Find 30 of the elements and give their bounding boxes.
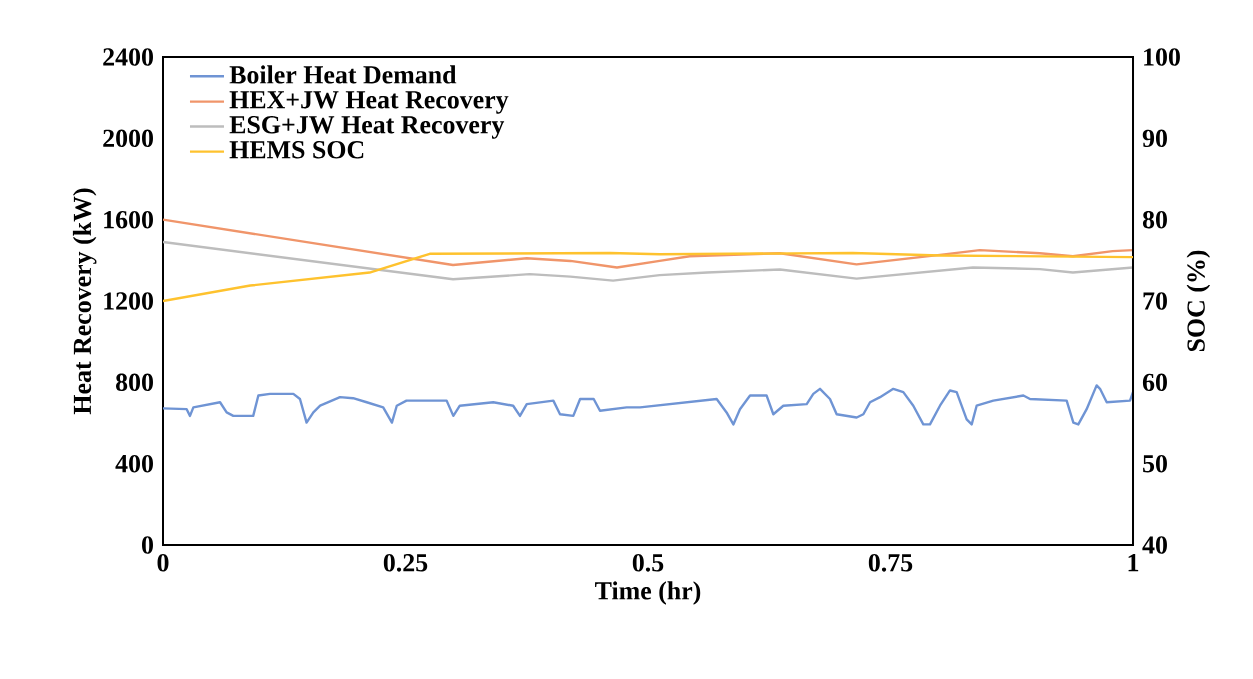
legend-label: Boiler Heat Demand <box>229 65 457 84</box>
legend-label: HEX+JW Heat Recovery <box>229 91 509 114</box>
y-tick-label: 0 <box>142 536 153 554</box>
x-tick-label: 0.25 <box>383 554 428 572</box>
x-tick-label: 0.5 <box>632 554 664 572</box>
y2-tick-label: 40 <box>1142 536 1167 554</box>
y2-tick-label: 60 <box>1142 373 1167 392</box>
y2-axis-title: SOC (%) <box>1186 250 1211 352</box>
line-series <box>163 240 1134 282</box>
y-axis-title: Heat Recovery (kW) <box>72 188 97 415</box>
y2-tick-label: 90 <box>1142 129 1167 148</box>
y-tick-label: 800 <box>115 373 153 392</box>
y-tick-label: 1600 <box>104 210 153 229</box>
x-axis-title: Time (hr) <box>595 581 701 605</box>
y-tick-label: 400 <box>115 454 153 473</box>
legend-label: HEMS SOC <box>229 141 364 159</box>
y-tick-label: 2400 <box>103 48 153 66</box>
line-series <box>163 384 1134 426</box>
x-tick-label: 1 <box>1128 554 1139 572</box>
line-series <box>163 218 1134 269</box>
y-tick-label: 2000 <box>103 129 153 148</box>
y2-tick-label: 50 <box>1143 454 1167 473</box>
line-series <box>163 251 1134 303</box>
x-tick-label: 0 <box>157 554 169 572</box>
legend-label: ESG+JW Heat Recovery <box>229 116 505 139</box>
y2-tick-label: 100 <box>1144 48 1180 66</box>
y2-tick-label: 70 <box>1143 292 1167 310</box>
x-tick-label: 0.75 <box>868 554 913 572</box>
y2-tick-label: 80 <box>1142 210 1167 229</box>
y-tick-label: 1200 <box>104 292 153 310</box>
